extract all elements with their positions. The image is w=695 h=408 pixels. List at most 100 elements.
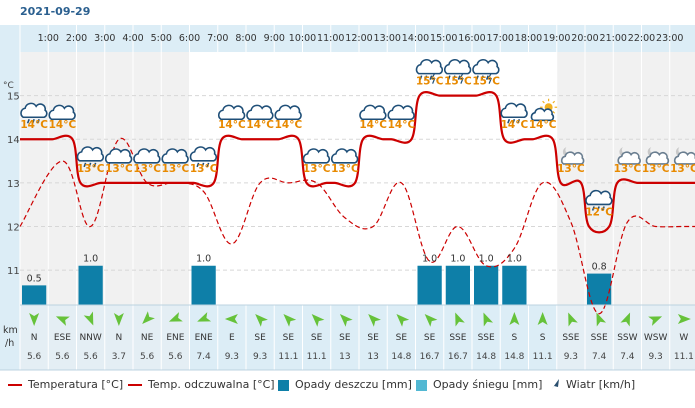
rain-label: 1.0 [507, 254, 522, 265]
wind-speed-label: 11.1 [533, 352, 553, 362]
hour-label: 21:00 [600, 33, 627, 44]
rain-cloud-icon [76, 146, 105, 168]
night-wind-column [48, 305, 77, 370]
night-wind-column [104, 305, 133, 370]
y-unit-label: °C [3, 81, 14, 91]
temperature-label: 14°C [49, 119, 77, 131]
hour-label: 5:00 [151, 33, 172, 44]
wind-speed-label: 5.6 [27, 352, 42, 362]
cloud-icon [161, 148, 189, 164]
night-wind-column [20, 305, 49, 370]
wind-arrow [568, 312, 578, 327]
cloud-icon [274, 104, 302, 121]
temperature-label: 13°C [105, 163, 133, 175]
temperature-line [19, 91, 695, 234]
temperature-label: 14°C [388, 119, 416, 131]
wind-arrow-shape [509, 312, 520, 325]
night-column [556, 52, 585, 305]
lightning [458, 73, 464, 84]
moon-cloud-icon [645, 145, 670, 165]
night-column [48, 52, 77, 305]
rain-drop [26, 118, 30, 124]
cloud-shape [387, 104, 415, 121]
rain-label: 0.8 [592, 262, 607, 273]
wind-arrow [311, 314, 325, 327]
hour-label: 23:00 [656, 33, 683, 44]
sun-ray [542, 100, 545, 104]
wind-arrow-shape [339, 314, 353, 327]
cloud-shape [76, 146, 105, 162]
cloud-shape [48, 104, 76, 121]
legend-snow: Opady śniegu [mm] [416, 378, 542, 391]
cloud-shape [20, 102, 48, 119]
wind-speed-label: 11.1 [278, 352, 298, 362]
hour-label: 12:00 [345, 33, 372, 44]
temperature-label: 14°C [275, 119, 303, 131]
rain-label: 1.0 [196, 254, 211, 265]
cloud-shape [217, 104, 246, 121]
wind-direction-label: SSE [449, 333, 466, 343]
rain-drop [512, 118, 516, 124]
wind-arrow [396, 314, 410, 327]
wind-speed-label: 9.3 [648, 352, 662, 362]
cloud-shape [560, 151, 585, 165]
sun-ray [552, 111, 556, 114]
rain-label: 1.0 [450, 254, 465, 265]
wind-direction-label: SSW [617, 333, 637, 343]
wind-direction-label: N [116, 333, 123, 343]
legend-feels-like-label: Temp. odczuwalna [°C] [148, 378, 275, 391]
wind-direction-label: SE [367, 333, 379, 343]
rain-cloud-icon [20, 102, 48, 124]
cloud-shape [500, 102, 528, 119]
wind-arrow-shape [483, 312, 494, 327]
hour-label: 13:00 [374, 33, 401, 44]
wind-direction-label: ENE [166, 333, 184, 343]
sun-cloud-icon [530, 98, 558, 122]
wind-unit-h: /h [5, 338, 14, 349]
cloud-shape [530, 107, 555, 122]
legend-feels-like-swatch [128, 384, 142, 386]
night-column [613, 52, 642, 305]
cloud-shape [161, 148, 189, 164]
hour-label: 2:00 [66, 33, 87, 44]
temperature-label: 13°C [303, 163, 331, 175]
y-tick-label: 11 [7, 266, 20, 277]
rain-bar [191, 265, 216, 305]
wind-speed-label: 9.3 [253, 352, 267, 362]
wind-arrow-shape [620, 312, 631, 327]
wind-speed-label: 11.1 [307, 352, 327, 362]
hour-label: 10:00 [289, 33, 316, 44]
rain-drop [31, 118, 35, 124]
cloud-shape [359, 104, 387, 121]
wind-arrow-shape [596, 312, 607, 327]
rain-drop [457, 75, 461, 80]
rain-cloud-icon [189, 146, 218, 168]
rain-drop [507, 118, 511, 124]
grid-lines [19, 25, 695, 370]
hour-label: 20:00 [571, 33, 598, 44]
rain-bar [474, 265, 499, 305]
temperature-label: 13°C [331, 163, 359, 175]
night-column [585, 52, 614, 305]
wind-arrow [596, 312, 607, 327]
legend-wind-icon [550, 379, 560, 391]
night-column [20, 52, 49, 305]
rain-drop [475, 75, 479, 80]
wind-direction-label: SSE [591, 333, 608, 343]
wind-speed-label: 16.7 [420, 352, 440, 362]
rain-drop [429, 75, 433, 80]
chart-background [0, 25, 695, 370]
wind-row: km/h N5.6ESE5.6NNW5.6N3.7NE5.6ENE5.6ENE7.… [3, 311, 694, 362]
wind-speed-label: 5.6 [140, 352, 155, 362]
hour-label: 9:00 [264, 33, 285, 44]
wind-direction-label: E [229, 333, 235, 343]
axes: 11 12 13 14 15°C 1:00 2:00 3:00 4:00 5:00 6:00 7:00… [0, 33, 695, 371]
wind-arrow-shape [568, 312, 578, 327]
wind-direction-label: NNW [79, 333, 101, 343]
rain-drop [596, 206, 600, 211]
temperature-label: 14°C [20, 119, 48, 131]
temperature-label: 13°C [670, 163, 695, 175]
rain-drop [601, 206, 605, 211]
rain-drop [480, 75, 484, 80]
